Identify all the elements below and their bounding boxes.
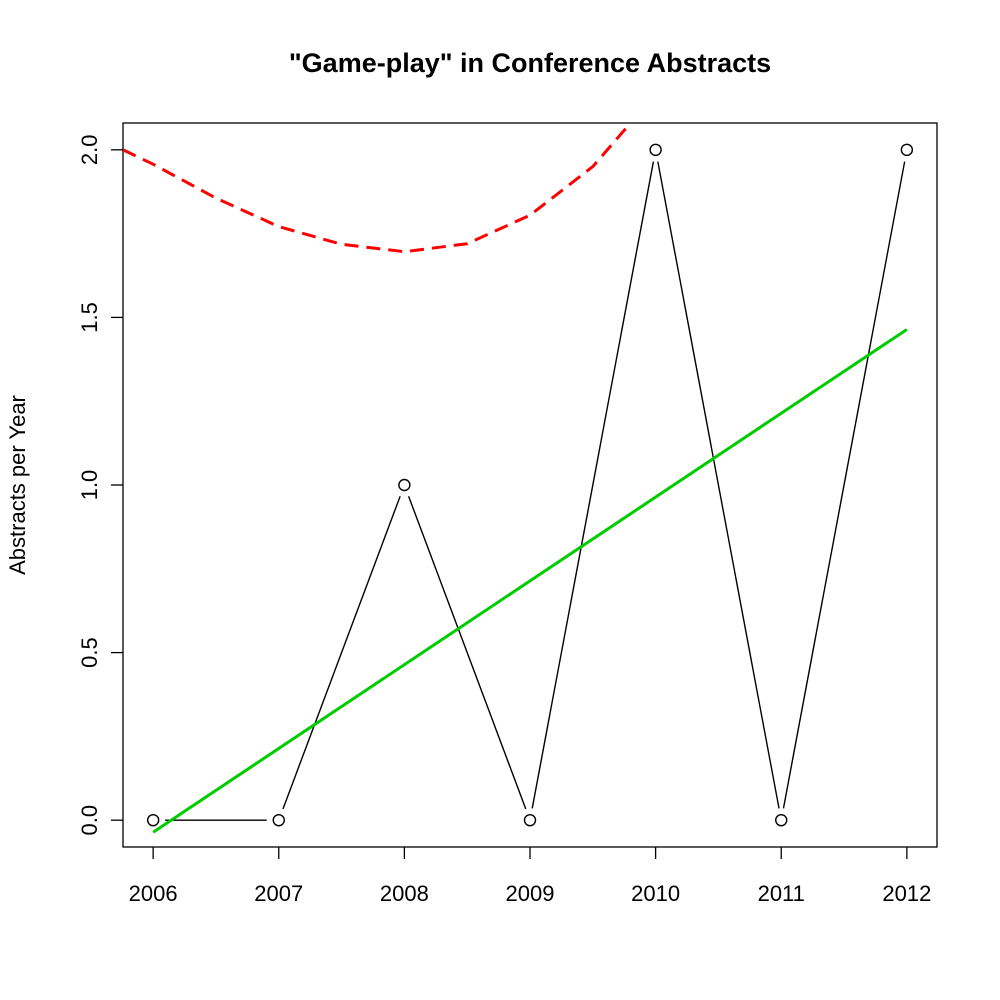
data-point — [523, 813, 537, 827]
y-tick-label: 0.5 — [77, 637, 102, 668]
x-tick-label: 2007 — [254, 881, 303, 906]
data-point — [649, 143, 662, 157]
data-point — [900, 143, 914, 157]
x-tick-label: 2010 — [631, 881, 680, 906]
data-point — [272, 813, 285, 827]
trend-line — [152, 328, 908, 834]
x-tick-label: 2008 — [380, 881, 429, 906]
y-tick-label: 0.0 — [77, 805, 102, 836]
data-point — [398, 478, 411, 492]
series-line-segment — [657, 161, 780, 809]
x-tick-label: 2006 — [129, 881, 178, 906]
series-layer — [123, 123, 914, 834]
fitted-curve — [123, 123, 632, 254]
y-axis-label: Abstracts per Year — [5, 395, 30, 575]
x-tick-label: 2009 — [506, 881, 555, 906]
y-tick-label: 1.0 — [77, 470, 102, 501]
data-point — [146, 813, 160, 827]
plot-frame — [122, 122, 938, 848]
x-axis: 2006 2007 2008 2009 2010 2011 2012 — [129, 847, 931, 906]
series-line-segment — [782, 161, 906, 809]
series-line-segment — [531, 161, 655, 809]
x-tick-label: 2012 — [882, 881, 931, 906]
chart-title: "Game-play" in Conference Abstracts — [289, 48, 771, 78]
x-tick-label: 2011 — [758, 881, 805, 906]
data-point — [775, 813, 788, 827]
series-line-segment — [407, 495, 527, 810]
y-tick-label: 1.5 — [77, 302, 102, 333]
y-tick-label: 2.0 — [77, 135, 102, 166]
y-axis: 0.0 0.5 1.0 1.5 2.0 — [77, 135, 123, 836]
series-line-segment — [282, 495, 401, 810]
